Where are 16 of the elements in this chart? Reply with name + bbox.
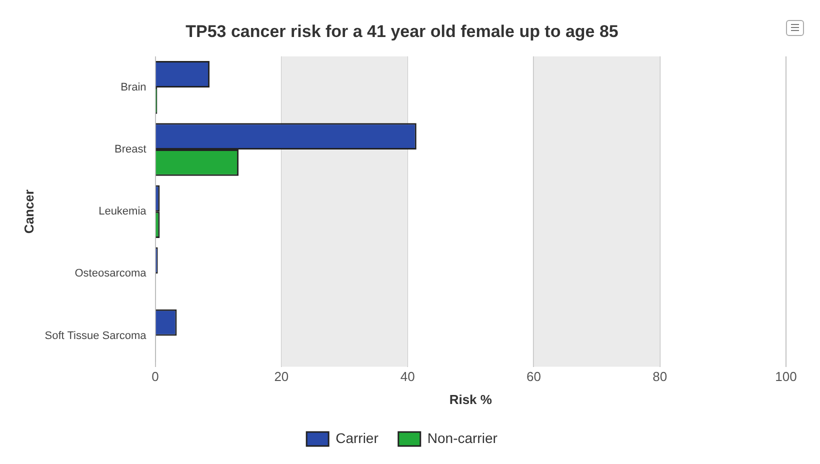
y-tick-label: Brain (120, 81, 146, 94)
x-tick-label: 80 (652, 369, 668, 384)
y-tick-label: Soft Tissue Sarcoma (44, 330, 148, 342)
x-tick-label: 40 (400, 369, 415, 384)
y-axis-title: Cancer (21, 190, 36, 234)
x-tick-label: 100 (775, 369, 797, 384)
chart-title: TP53 cancer risk for a 41 year old female up to age 85 (186, 22, 618, 41)
y-tick-label: Leukemia (98, 206, 148, 218)
y-tick-label: Osteosarcoma (74, 268, 148, 280)
x-tick-label: 0 (152, 369, 159, 384)
legend-label: Carrier (336, 430, 379, 446)
x-tick-label: 60 (526, 369, 541, 384)
x-tick-label: 20 (274, 369, 289, 384)
x-axis-title: Risk % (449, 392, 492, 407)
legend-label: Non-carrier (427, 430, 498, 446)
y-tick-label: Breast (114, 144, 146, 156)
